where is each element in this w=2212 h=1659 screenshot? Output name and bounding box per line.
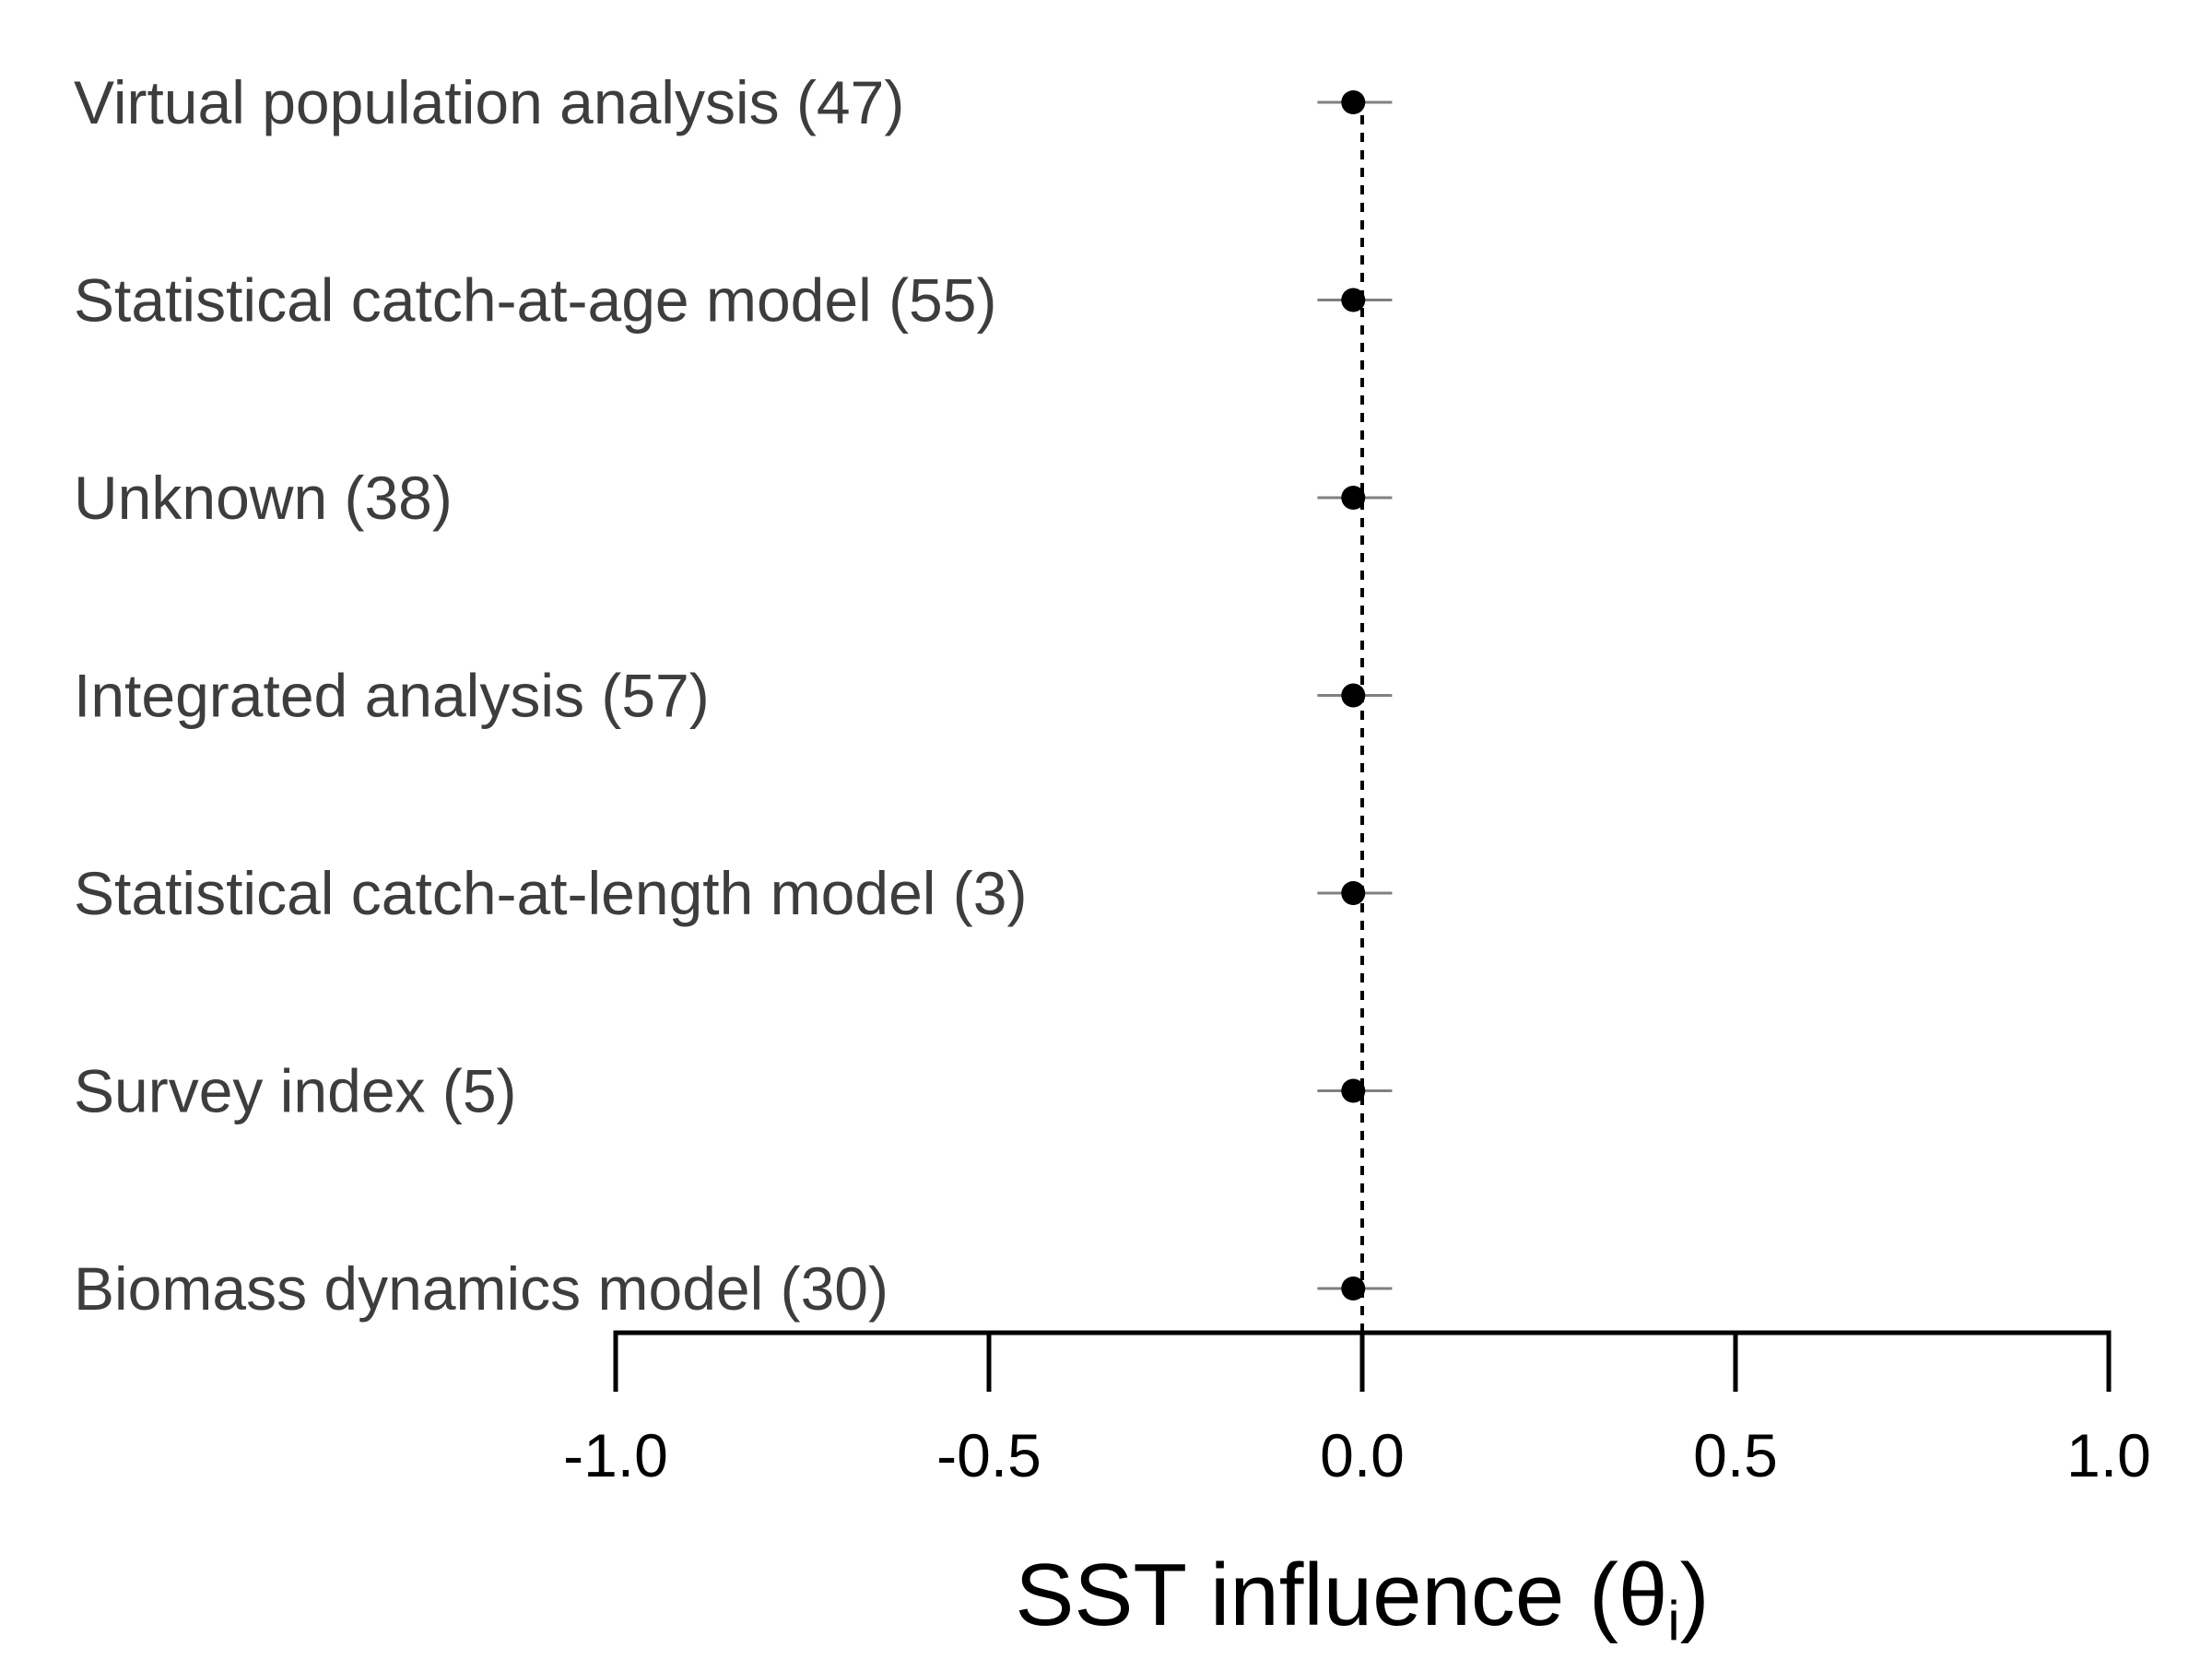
x-axis-ticks: -1.0 -0.5 0.0 0.5 1.0 [563,1333,2151,1489]
x-tick-label: 0.5 [1693,1421,1778,1489]
estimate-point [1341,288,1366,312]
x-axis-title-main: SST influence (θ [1015,1546,1667,1644]
category-label: Statistical catch-at-age model (55) [74,266,996,335]
category-label: Integrated analysis (57) [74,662,710,730]
x-axis-title-subscript: i [1667,1590,1679,1652]
x-axis: -1.0 -0.5 0.0 0.5 1.0 [563,1330,2151,1489]
x-tick-label: -1.0 [563,1421,668,1489]
estimate-point [1341,90,1366,114]
x-tick-label: -0.5 [936,1421,1041,1489]
estimate-point [1341,683,1366,708]
estimate-points [1341,90,1366,1300]
category-label: Unknown (38) [74,464,453,532]
estimate-point [1341,881,1366,905]
category-label: Survey index (5) [74,1057,517,1125]
estimate-point [1341,486,1366,510]
estimate-point [1341,1277,1366,1300]
x-axis-title-suffix: ) [1680,1546,1710,1644]
category-label: Biomass dynamics model (30) [74,1254,888,1323]
estimate-point [1341,1078,1366,1103]
x-tick-label: 1.0 [2066,1421,2151,1489]
category-labels: Virtual population analysis (47) Statisti… [74,68,1027,1323]
category-label: Virtual population analysis (47) [74,68,904,136]
category-label: Statistical catch-at-length model (3) [74,859,1027,927]
x-tick-label: 0.0 [1320,1421,1405,1489]
x-axis-title: SST influence (θi) [1015,1546,1709,1652]
